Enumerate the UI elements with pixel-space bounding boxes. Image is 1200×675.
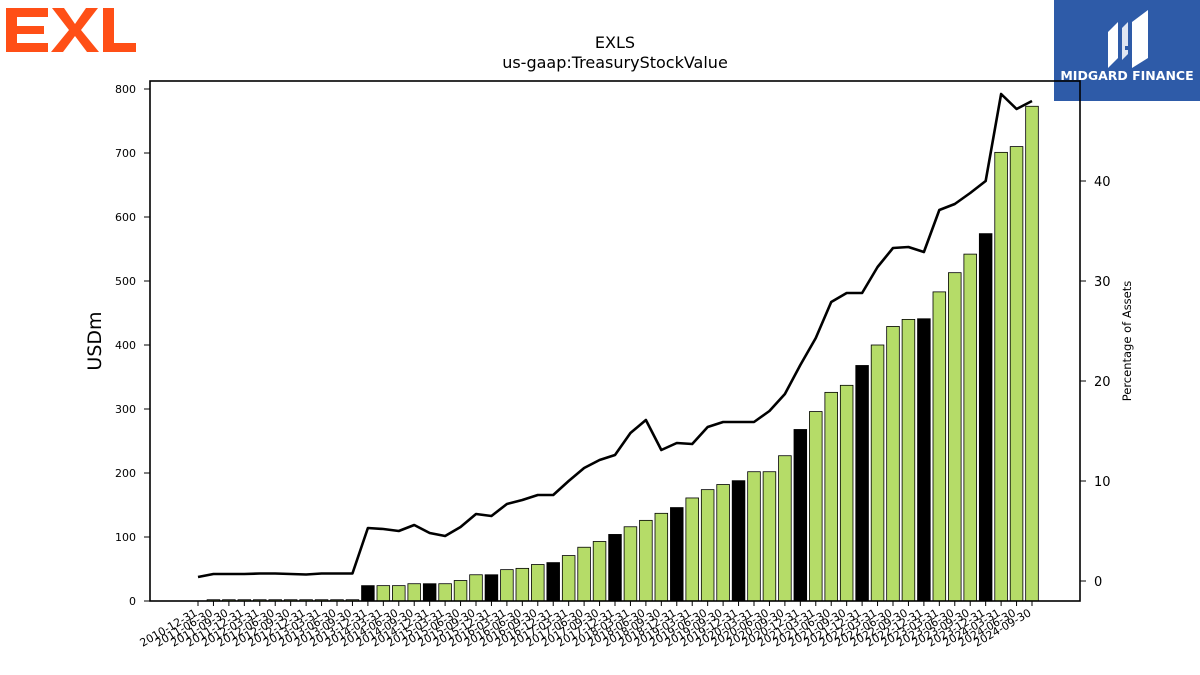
bar: [623, 526, 638, 602]
bar: [839, 384, 854, 602]
bar: [407, 583, 421, 602]
y-tick-label: 600: [115, 211, 136, 224]
bar: [994, 151, 1008, 602]
midgard-finance-logo: MIDGARD FINANCE: [1054, 0, 1200, 101]
bar: [778, 455, 792, 602]
bar: [422, 583, 437, 602]
svg-text:MIDGARD FINANCE: MIDGARD FINANCE: [1060, 68, 1193, 83]
bar: [932, 291, 947, 602]
bar: [809, 411, 823, 602]
y-tick-label: 100: [115, 531, 136, 544]
bar: [561, 555, 576, 602]
y2-tick-label: 0: [1094, 575, 1102, 590]
bar: [948, 272, 962, 602]
series-line-percentage: [197, 92, 1033, 579]
bar: [917, 318, 931, 602]
bar: [531, 564, 545, 602]
bar: [608, 534, 622, 602]
bar: [978, 233, 993, 602]
bar: [824, 391, 838, 602]
bar: [731, 480, 746, 602]
bar: [700, 489, 715, 602]
bar: [392, 585, 406, 602]
bar: [855, 365, 869, 602]
y-tick-label: 500: [115, 275, 136, 288]
bar: [546, 562, 560, 602]
y-tick-label: 700: [115, 147, 136, 160]
bar: [793, 429, 808, 602]
bar: [577, 546, 591, 602]
bar: [500, 569, 514, 602]
bar: [685, 497, 699, 602]
y-tick-label: 400: [115, 339, 136, 352]
y2-tick-label: 20: [1094, 375, 1111, 390]
y2-tick-label: 10: [1094, 475, 1111, 490]
y-tick-label: 800: [115, 83, 136, 96]
bar: [376, 585, 391, 602]
exl-logo: [6, 8, 136, 52]
bar: [963, 253, 977, 602]
bar: [1009, 146, 1024, 602]
bar: [870, 344, 885, 602]
bar: [654, 512, 669, 602]
bar: [515, 567, 530, 602]
bar: [453, 580, 468, 602]
bar: [639, 519, 653, 602]
bar: [592, 541, 607, 602]
bar: [484, 574, 499, 602]
y-axis-label: USDm: [84, 311, 106, 370]
y2-tick-label: 30: [1094, 275, 1111, 290]
bar: [1025, 105, 1039, 602]
chart-subtitle: us-gaap:TreasuryStockValue: [502, 53, 728, 72]
bar: [438, 583, 452, 602]
bar: [762, 471, 777, 602]
y2-axis-label: Percentage of Assets: [1120, 281, 1134, 402]
y-tick-label: 300: [115, 403, 136, 416]
bar: [716, 484, 730, 602]
bar: [886, 326, 900, 602]
y-tick-label: 200: [115, 467, 136, 480]
chart-title: EXLS: [594, 33, 636, 52]
bar: [670, 507, 684, 602]
y2-tick-label: 40: [1094, 175, 1111, 190]
bar: [361, 585, 375, 602]
bar: [469, 574, 483, 602]
bar: [901, 318, 916, 602]
y-tick-label: 0: [129, 595, 136, 608]
bar: [747, 471, 761, 602]
